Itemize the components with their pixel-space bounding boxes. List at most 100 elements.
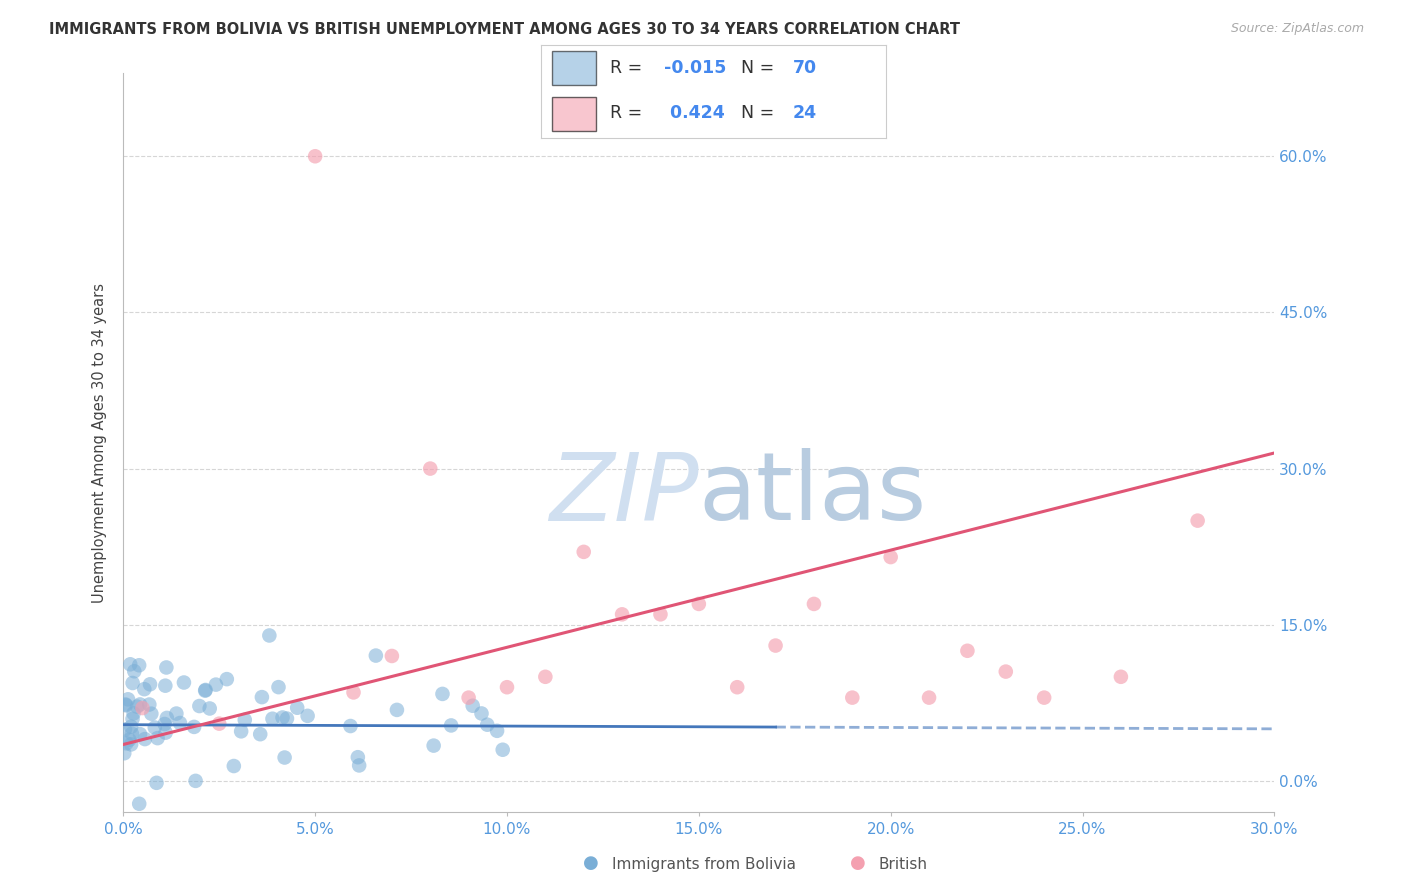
Point [188,699,211,714]
Point [440,718,463,732]
Point [115,698,138,713]
Point [273,750,295,764]
Text: ZIP: ZIP [550,449,699,540]
Point [249,727,271,741]
Point [1109,670,1132,684]
Text: ●: ● [849,855,866,872]
Point [169,716,191,731]
Point [156,711,179,725]
Point [122,706,145,721]
Point [112,746,135,760]
Text: British: British [879,857,928,872]
Point [127,699,149,714]
Point [231,724,253,739]
Point [138,698,160,712]
Point [994,665,1017,679]
Point [572,545,595,559]
Text: 24: 24 [793,104,817,122]
Point [276,712,298,726]
Text: 70: 70 [793,59,817,77]
Point [184,773,207,788]
Point [120,657,142,672]
Point [131,701,153,715]
Point [259,628,281,642]
Point [114,698,136,712]
Point [496,680,519,694]
Point [610,607,633,622]
Point [173,675,195,690]
Point [233,713,256,727]
Y-axis label: Unemployment Among Ages 30 to 34 years: Unemployment Among Ages 30 to 34 years [93,283,107,603]
Point [492,743,515,757]
Point [725,680,748,694]
Point [198,701,221,715]
Point [304,149,326,163]
Point [262,712,284,726]
Point [956,644,979,658]
Point [470,706,492,721]
Point [121,712,143,726]
Point [650,607,672,622]
FancyBboxPatch shape [551,97,596,131]
FancyBboxPatch shape [551,51,596,85]
Text: 0.424: 0.424 [664,104,724,122]
Point [267,680,290,694]
Point [457,690,479,705]
Text: -0.015: -0.015 [664,59,725,77]
Point [765,639,787,653]
Point [155,660,177,674]
Point [534,670,557,684]
Point [422,739,444,753]
Point [342,685,364,699]
Point [183,720,205,734]
Point [114,723,136,737]
Text: Immigrants from Bolivia: Immigrants from Bolivia [612,857,796,872]
Point [432,687,454,701]
Point [118,732,141,747]
Text: IMMIGRANTS FROM BOLIVIA VS BRITISH UNEMPLOYMENT AMONG AGES 30 TO 34 YEARS CORREL: IMMIGRANTS FROM BOLIVIA VS BRITISH UNEMP… [49,22,960,37]
Point [117,692,139,706]
Point [141,706,163,721]
Point [297,709,319,723]
Point [688,597,710,611]
Point [155,725,177,739]
Point [124,665,146,679]
Point [128,658,150,673]
Point [143,721,166,735]
Point [120,738,142,752]
Point [347,750,370,764]
Point [134,682,156,697]
Point [121,676,143,690]
Point [486,723,509,738]
Point [339,719,361,733]
Text: Source: ZipAtlas.com: Source: ZipAtlas.com [1230,22,1364,36]
Text: N =: N = [741,104,775,122]
Text: R =: R = [610,104,643,122]
Point [222,759,245,773]
Point [803,597,825,611]
Point [208,716,231,731]
Point [145,776,167,790]
Text: atlas: atlas [699,449,927,541]
Point [153,717,176,731]
Point [115,736,138,750]
Text: ●: ● [582,855,599,872]
Point [128,797,150,811]
Point [250,690,273,705]
Text: N =: N = [741,59,775,77]
Point [129,698,152,712]
Point [381,648,404,663]
Point [477,717,499,731]
Point [879,550,901,565]
Point [461,698,484,713]
Point [1187,514,1209,528]
Point [194,682,217,697]
Point [347,758,370,772]
Point [194,683,217,698]
Point [129,727,152,741]
Point [1033,690,1056,705]
Point [146,731,169,746]
Point [205,678,228,692]
Point [385,703,408,717]
Point [285,700,308,714]
